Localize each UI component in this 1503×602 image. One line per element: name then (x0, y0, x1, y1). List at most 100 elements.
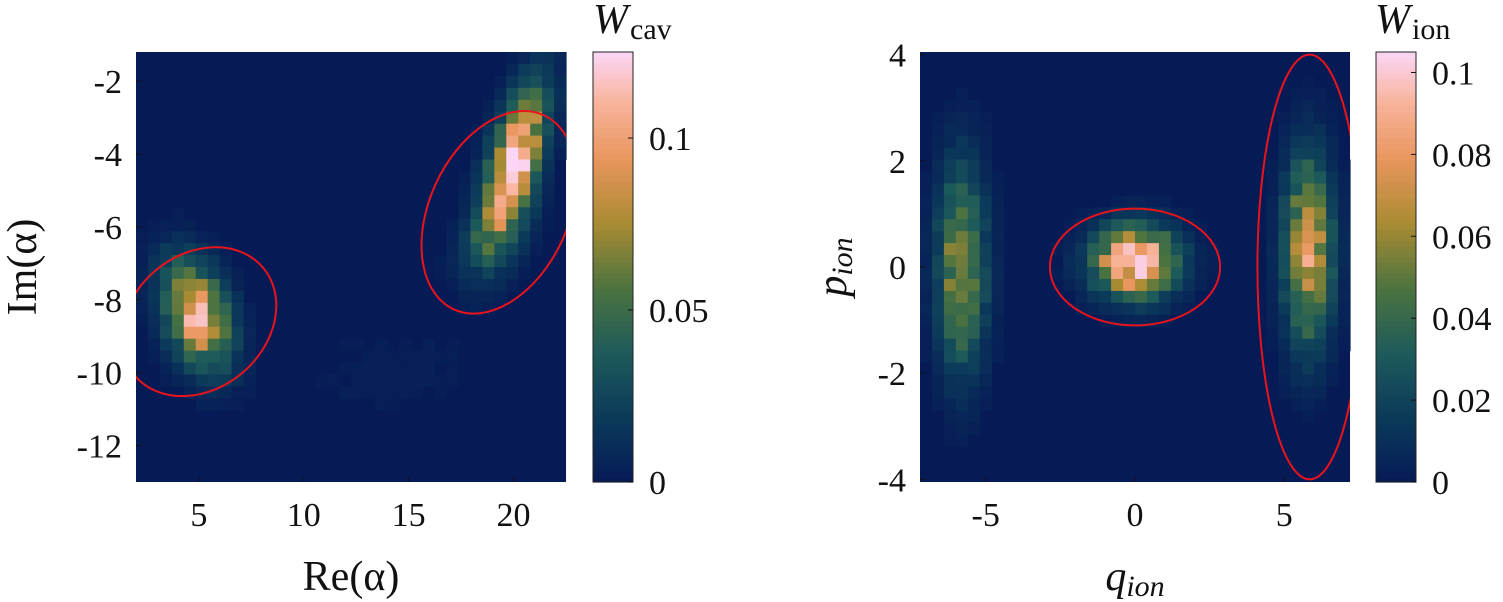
heatmap-cell (1314, 338, 1327, 352)
heatmap-cell (1087, 267, 1100, 280)
colorbar-segment (1376, 207, 1416, 214)
colorbar-segment (1376, 143, 1416, 150)
heatmap-cell (931, 278, 945, 292)
heatmap-cell (374, 398, 388, 411)
heatmap-cell (943, 398, 957, 411)
heatmap-cell (1338, 338, 1351, 352)
heatmap-cell (351, 362, 364, 376)
heatmap-cell (542, 135, 555, 149)
heatmap-cell (147, 290, 161, 304)
heatmap-cell (979, 278, 993, 292)
heatmap-cell (991, 302, 1005, 316)
heatmap-cell (943, 255, 957, 268)
heatmap-cell (1326, 147, 1339, 161)
colorbar-segment (593, 460, 633, 467)
colorbar-segment (1376, 455, 1416, 462)
heatmap-cell (1302, 183, 1315, 196)
heatmap-cell (494, 278, 507, 292)
heatmap-cell (979, 326, 993, 340)
heatmap-cell (339, 362, 352, 376)
right-y-axis-label: pion (810, 237, 859, 299)
heatmap-cell (351, 338, 364, 352)
colorbar-segment (1376, 78, 1416, 85)
colorbar-segment (593, 186, 633, 193)
heatmap-cell (955, 398, 969, 411)
heatmap-cell (1111, 267, 1124, 280)
heatmap-cell (943, 159, 957, 173)
heatmap-cell (1290, 171, 1303, 184)
heatmap-cell (494, 75, 507, 89)
heatmap-cell (1290, 243, 1303, 256)
left-ticks: 5 10 15 20 -2 -4 -6 -8 -10 -12 (77, 64, 531, 534)
heatmap-cell (518, 63, 531, 77)
heatmap-cell (1206, 267, 1220, 280)
heatmap-cell (943, 434, 957, 447)
heatmap-cell (1266, 219, 1279, 232)
colorbar-segment (593, 197, 633, 204)
heatmap-cell (1338, 255, 1351, 268)
heatmap-cell (1302, 350, 1315, 364)
left-heatmap-panel: 5 10 15 20-2-4-6-8-10-12 Re(α) Im(α) 00.050… (0, 0, 709, 600)
heatmap-cell (1087, 219, 1100, 232)
heatmap-cell (1266, 231, 1279, 244)
heatmap-cell (943, 195, 957, 208)
heatmap-cell (1290, 398, 1303, 411)
heatmap-cell (1290, 255, 1303, 268)
heatmap-cell (1314, 398, 1327, 411)
heatmap-cell (967, 255, 981, 268)
heatmap-cell (955, 207, 969, 220)
heatmap-cell (1278, 350, 1291, 364)
heatmap-cell (446, 267, 460, 280)
heatmap-cell (147, 350, 161, 364)
colorbar-segment (1376, 390, 1416, 397)
heatmap-cell (470, 255, 483, 268)
heatmap-cell (470, 183, 483, 196)
heatmap-cell (943, 350, 957, 364)
heatmap-cell (482, 195, 495, 208)
heatmap-cell (1302, 255, 1315, 268)
heatmap-cell (243, 374, 257, 388)
colorbar-segment (1376, 310, 1416, 316)
heatmap-cell (482, 267, 495, 280)
heatmap-cell (470, 302, 483, 316)
heatmap-cell (1278, 219, 1291, 232)
colorbar-segment (1376, 396, 1416, 402)
colorbar-segment (593, 181, 633, 187)
colorbar-segment (1376, 299, 1416, 306)
heatmap-cell (458, 207, 472, 220)
heatmap-cell (518, 123, 531, 137)
heatmap-cell (183, 278, 197, 292)
heatmap-cell (1123, 195, 1136, 208)
heatmap-cell (943, 422, 957, 435)
heatmap-cell (979, 290, 993, 304)
heatmap-cell (979, 123, 993, 137)
heatmap-cell (1302, 99, 1315, 113)
heatmap-cell (955, 278, 969, 292)
colorbar-segment (1376, 406, 1416, 413)
right-x-axis-label-sub: ion (1126, 570, 1164, 602)
heatmap-cell (1290, 362, 1303, 376)
heatmap-cell (231, 398, 245, 411)
fit-ellipse-1 (420, 110, 566, 315)
heatmap-cell (518, 111, 531, 125)
heatmap-cell (1326, 243, 1339, 256)
heatmap-cell (1290, 374, 1303, 388)
colorbar-segment (1376, 95, 1416, 101)
heatmap-cell (1302, 302, 1315, 316)
heatmap-cell (1314, 219, 1327, 232)
heatmap-cell (967, 135, 981, 149)
heatmap-cell (506, 183, 519, 196)
heatmap-cell (434, 374, 448, 388)
heatmap-cell (1302, 147, 1315, 161)
heatmap-cell (231, 362, 245, 376)
heatmap-cell (386, 386, 400, 399)
right-colorbar-label-sub: ion (1412, 13, 1450, 46)
heatmap-cell (1326, 362, 1339, 376)
heatmap-cell (991, 350, 1005, 364)
heatmap-cell (920, 171, 933, 184)
heatmap-cell (494, 207, 507, 220)
heatmap-cell (1158, 243, 1172, 256)
heatmap-cell (1111, 219, 1124, 232)
heatmap-cell (482, 278, 495, 292)
y-tick-label: -10 (77, 356, 122, 393)
